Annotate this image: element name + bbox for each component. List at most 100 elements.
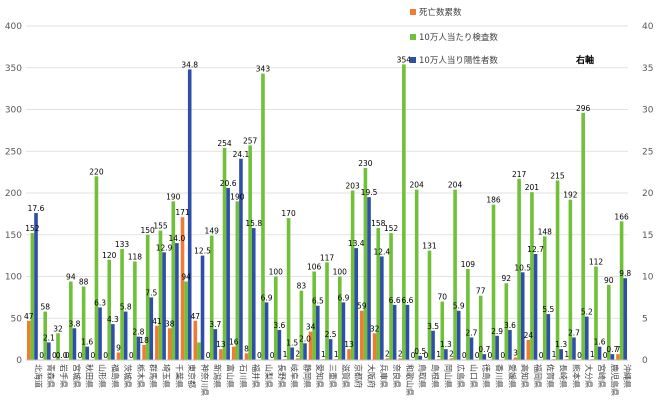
data-label: 0	[206, 351, 211, 360]
bar-deaths	[526, 339, 531, 360]
bar-deaths	[385, 358, 390, 360]
data-label: 152	[384, 224, 399, 233]
category-label: 長崎県	[559, 364, 569, 388]
data-label: 0	[500, 351, 505, 360]
data-label: 2	[398, 349, 403, 358]
data-label: 0	[52, 351, 57, 360]
bar-tests	[350, 190, 355, 360]
bar-positives	[200, 255, 205, 360]
data-label: 0	[539, 351, 544, 360]
data-label: 12.4	[373, 247, 390, 256]
bar-tests	[530, 192, 534, 360]
bar-tests	[325, 262, 329, 360]
bar-positives	[239, 158, 243, 360]
data-label: 0.7	[478, 345, 490, 354]
bar-tests	[248, 145, 252, 360]
data-label: 217	[512, 170, 527, 179]
bar-positives	[213, 329, 218, 360]
bar-positives	[226, 187, 230, 360]
data-label: 1	[552, 350, 557, 359]
data-label: 354	[397, 55, 412, 64]
bar-positives	[405, 304, 410, 360]
data-label: 58	[40, 303, 50, 312]
bar-tests	[222, 147, 227, 360]
data-label: 170	[281, 209, 296, 218]
bar-positives	[341, 302, 346, 360]
category-label: 岡山県	[443, 364, 453, 388]
category-label: 島根県	[430, 364, 440, 388]
bar-tests	[594, 266, 598, 360]
category-label: 岐阜県	[290, 364, 300, 388]
y-tick-label: 150	[5, 231, 22, 241]
bar-positives	[444, 349, 448, 360]
data-label: 5.8	[120, 303, 132, 312]
axes: 0501001502002503003504000510152025303540…	[5, 22, 654, 396]
bar-deaths	[360, 310, 364, 360]
bar-positives	[328, 339, 333, 360]
data-label: 106	[307, 262, 322, 271]
data-label: 1	[436, 350, 441, 359]
bar-tests	[81, 286, 86, 360]
bar-deaths	[372, 333, 377, 360]
category-label: 沖縄県	[623, 364, 633, 388]
data-label: 2	[449, 349, 454, 358]
data-label: 6.9	[261, 293, 273, 302]
data-label: 4.3	[107, 315, 119, 324]
data-label: 0	[103, 351, 108, 360]
bar-positives	[456, 310, 461, 360]
data-label: 0	[462, 351, 467, 360]
y2-tick-label: 20	[642, 189, 654, 199]
category-label: 福井県	[251, 364, 261, 388]
category-label: 宮崎県	[597, 364, 607, 388]
data-label: 118	[128, 252, 143, 261]
bar-positives	[290, 347, 294, 360]
bar-positives	[162, 252, 166, 360]
data-label: 1.3	[440, 340, 452, 349]
bar-tests	[478, 295, 483, 360]
data-labels: 4715217.60582.10320.00943.80881.602206.3…	[24, 55, 631, 360]
data-label: 2.5	[325, 330, 337, 339]
legend: 死亡数累数 10万人当たり検査数 10万人当り陽性者数 右軸	[410, 7, 594, 66]
bar-tests	[209, 235, 214, 360]
bar-deaths	[616, 354, 620, 360]
category-label: 新潟県	[213, 364, 223, 388]
bar-positives	[533, 253, 538, 360]
data-label: 70	[438, 293, 448, 302]
data-label: 1	[321, 350, 326, 359]
category-label: 静岡県	[302, 364, 312, 388]
legend-entry: 死亡数累数	[419, 7, 462, 18]
bar-deaths	[116, 352, 121, 360]
category-label: 京都府	[354, 364, 364, 388]
data-label: 158	[371, 219, 386, 228]
category-label: 栃木県	[136, 364, 146, 388]
data-label: 0	[65, 351, 70, 360]
category-label: 石川県	[238, 364, 247, 388]
bar-deaths	[193, 320, 198, 360]
category-label: 高知県	[520, 364, 530, 388]
data-label: 0	[603, 351, 608, 360]
category-label: 千葉県	[174, 364, 184, 388]
data-label: 149	[205, 227, 220, 236]
category-label: 宮城県	[72, 364, 82, 388]
data-label: 34	[306, 323, 316, 332]
data-label: 0	[423, 351, 428, 360]
legend-swatch	[410, 9, 416, 15]
data-label: 2.1	[43, 333, 55, 342]
data-label: 34.8	[181, 60, 198, 69]
data-label: 14.0	[169, 234, 186, 243]
bar-tests	[312, 271, 316, 360]
data-label: 131	[422, 242, 437, 251]
bar-deaths	[308, 331, 313, 360]
bar-tests	[517, 178, 521, 360]
category-label: 三重県	[328, 364, 338, 388]
bar-tests	[197, 342, 201, 360]
data-label: 0	[39, 351, 44, 360]
y2-tick-label: 40	[642, 22, 654, 32]
data-label: 0.5	[414, 347, 426, 356]
category-label: 滋賀県	[341, 364, 351, 388]
y2-tick-label: 30	[642, 106, 654, 116]
category-label: 青森県	[46, 364, 56, 388]
data-label: 148	[538, 227, 553, 236]
bar-tests	[94, 176, 99, 360]
bar-deaths	[219, 349, 223, 360]
